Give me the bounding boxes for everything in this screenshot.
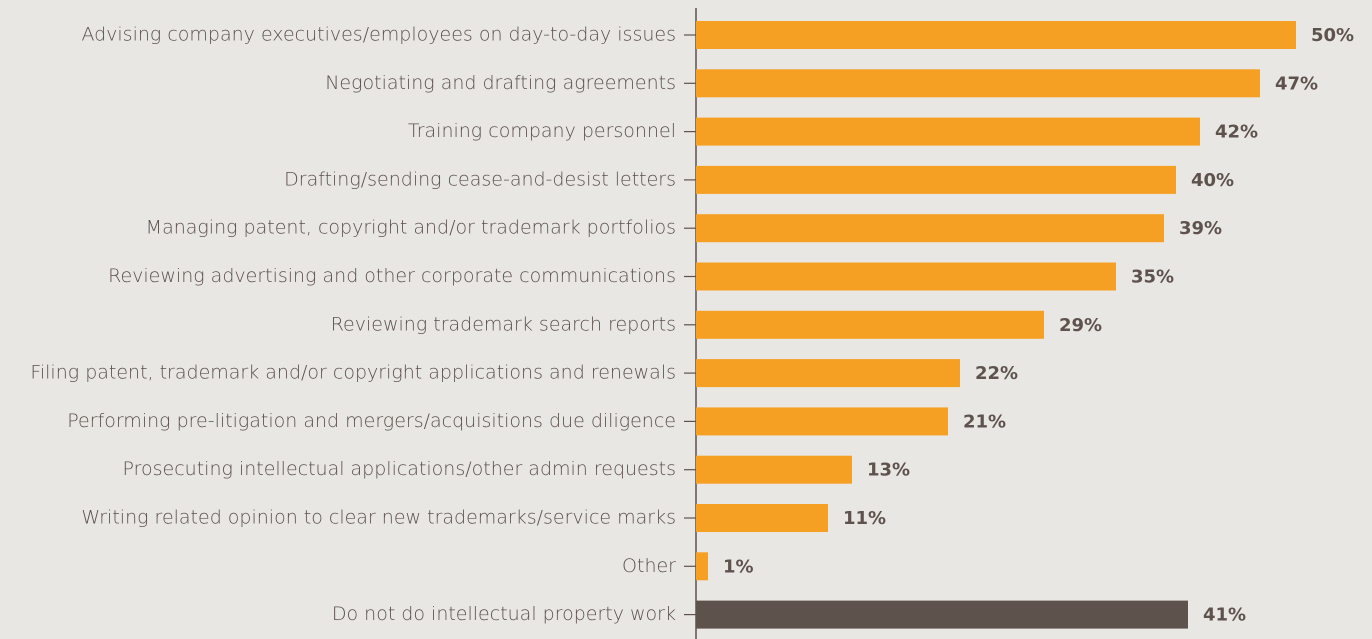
value-label: 35% [1131, 267, 1174, 288]
value-label: 42% [1215, 122, 1258, 143]
bar [696, 69, 1260, 98]
category-label: Reviewing trademark search reports [331, 313, 676, 335]
category-label: Do not do intellectual property work [332, 603, 676, 625]
bar [696, 455, 852, 484]
value-label: 22% [975, 363, 1018, 384]
category-label: Managing patent, copyright and/or tradem… [146, 217, 676, 239]
category-label: Writing related opinion to clear new tra… [81, 507, 676, 529]
category-label: Drafting/sending cease-and-desist letter… [284, 168, 676, 190]
category-label: Training company personnel [408, 120, 676, 142]
bar [696, 552, 708, 581]
category-label: Reviewing advertising and other corporat… [108, 265, 676, 287]
category-label: Other [622, 555, 676, 577]
value-label: 41% [1203, 605, 1246, 626]
bar [696, 117, 1200, 146]
bar [696, 165, 1176, 194]
value-label: 47% [1275, 73, 1318, 94]
value-label: 50% [1311, 25, 1354, 46]
bar [696, 504, 828, 532]
bar [696, 407, 948, 436]
bar [696, 600, 1188, 629]
category-label: Negotiating and drafting agreements [325, 72, 676, 94]
bar [696, 310, 1044, 339]
value-label: 13% [867, 460, 910, 481]
bar [696, 21, 1296, 49]
category-label: Prosecuting intellectual applications/ot… [123, 458, 677, 480]
value-label: 29% [1059, 315, 1102, 336]
category-label: Performing pre-litigation and mergers/ac… [67, 410, 676, 432]
category-label: Filing patent, trademark and/or copyrigh… [30, 362, 676, 384]
value-label: 39% [1179, 218, 1222, 239]
bar [696, 359, 960, 388]
value-label: 40% [1191, 170, 1234, 191]
category-label: Advising company executives/employees on… [81, 24, 676, 46]
value-label: 21% [963, 411, 1006, 432]
bar [696, 262, 1116, 291]
value-label: 1% [723, 556, 754, 577]
value-label: 11% [843, 508, 886, 529]
bar [696, 214, 1164, 243]
